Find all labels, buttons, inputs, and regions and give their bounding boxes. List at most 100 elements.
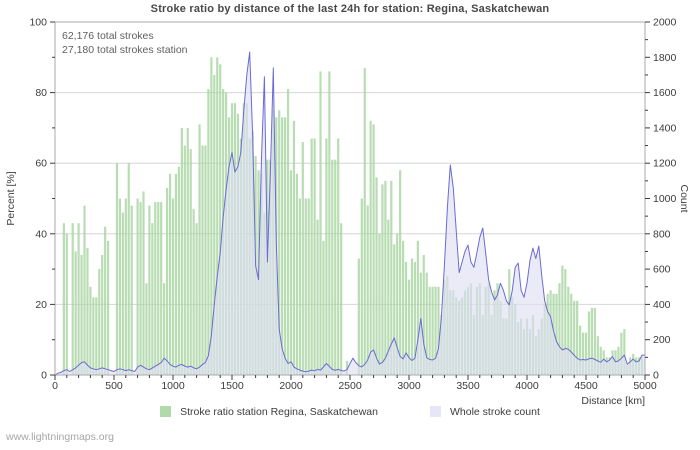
ratio-bar	[107, 240, 110, 375]
y-left-tick-label: 40	[35, 228, 47, 240]
legend: Stroke ratio station Regina, Saskatchewa…	[0, 406, 700, 418]
ratio-bar	[416, 240, 419, 375]
y-right-tick-label: 1000	[653, 193, 677, 205]
ratio-bar	[118, 198, 121, 375]
ratio-bar	[334, 159, 337, 375]
ratio-bar	[396, 233, 399, 375]
count-line	[54, 51, 645, 376]
y-left-axis-title: Percent [%]	[5, 171, 17, 225]
total-strokes-annotation: 62,176 total strokes 27,180 total stroke…	[62, 29, 188, 57]
ratio-bar	[192, 209, 195, 375]
ratio-bar	[387, 219, 390, 375]
ratio-bar	[422, 254, 425, 375]
ratio-bar	[289, 170, 293, 375]
ratio-bar	[216, 57, 219, 376]
x-tick-label: 5000	[633, 380, 657, 392]
x-tick-label: 2500	[338, 380, 362, 392]
ratio-bar	[366, 205, 369, 375]
site-watermark: www.lightningmaps.org	[6, 431, 114, 443]
legend-label-ratio: Stroke ratio station Regina, Saskatchewa…	[180, 406, 378, 418]
ratio-bar	[331, 159, 334, 375]
y-left-tick-label: 60	[35, 158, 47, 170]
ratio-bar	[298, 198, 301, 375]
ratio-bar	[80, 254, 83, 375]
ratio-bar	[86, 247, 89, 375]
ratio-bar	[124, 198, 127, 375]
ratio-bar	[174, 173, 178, 375]
x-tick-label: 500	[105, 380, 123, 392]
ratio-bar	[590, 307, 593, 375]
ratio-bar	[154, 202, 157, 375]
ratio-bar	[207, 89, 210, 375]
ratio-bar	[89, 286, 92, 375]
ratio-bar	[581, 332, 585, 375]
ratio-bar	[142, 191, 145, 375]
ratio-bar	[115, 163, 119, 375]
ratio-bar	[434, 286, 437, 375]
ratio-bar	[139, 202, 142, 375]
ratio-bar	[180, 127, 183, 376]
y-left-tick-label: 20	[35, 299, 47, 311]
ratio-bar	[160, 202, 163, 375]
ratio-bar	[130, 205, 133, 375]
ratio-bar	[378, 233, 381, 375]
ratio-bar	[313, 138, 316, 375]
ratio-bar	[576, 300, 579, 375]
x-tick-label: 4500	[574, 380, 598, 392]
ratio-bar	[286, 89, 290, 375]
y-right-tick-label: 600	[653, 264, 671, 276]
ratio-bar	[390, 180, 393, 375]
x-tick-label: 3500	[456, 380, 480, 392]
ratio-bar	[307, 198, 310, 375]
ratio-bar	[316, 219, 319, 375]
ratio-bar	[177, 166, 180, 375]
y-left-tick-label: 0	[41, 370, 47, 382]
ratio-bar	[325, 138, 328, 375]
x-tick-label: 0	[52, 380, 58, 392]
ratio-bar	[281, 117, 284, 375]
chart-title: Stroke ratio by distance of the last 24h…	[150, 3, 550, 15]
ratio-bar	[360, 198, 363, 375]
ratio-bar	[74, 251, 77, 375]
ratio-bar	[428, 286, 431, 375]
ratio-bar	[573, 300, 576, 375]
x-tick-label: 4000	[515, 380, 539, 392]
ratio-bar	[357, 258, 360, 375]
x-tick-label: 1500	[220, 380, 244, 392]
ratio-bar	[104, 226, 107, 375]
ratio-bar	[71, 223, 74, 375]
x-tick-label: 1000	[161, 380, 185, 392]
ratio-bar	[561, 265, 564, 375]
ratio-bar	[189, 149, 192, 375]
legend-item-count: Whole stroke count	[429, 406, 540, 418]
total-strokes-line: 62,176 total strokes	[62, 30, 154, 42]
ratio-bar	[372, 124, 375, 376]
ratio-bar	[198, 124, 201, 376]
legend-label-count: Whole stroke count	[449, 406, 540, 418]
y-right-tick-label: 200	[653, 334, 671, 346]
ratio-bar	[83, 205, 86, 375]
y-right-tick-label: 1800	[653, 52, 677, 64]
y-right-tick-label: 1200	[653, 158, 677, 170]
ratio-bar	[151, 223, 154, 375]
ratio-bar	[384, 180, 387, 375]
ratio-bar	[425, 272, 428, 375]
legend-swatch-ratio-icon	[160, 406, 172, 417]
total-strokes-station-line: 27,180 total strokes station	[62, 44, 188, 56]
ratio-bar	[623, 329, 626, 375]
y-right-tick-label: 1400	[653, 122, 677, 134]
ratio-bar	[410, 258, 414, 375]
ratio-bar	[148, 205, 151, 375]
x-tick-label: 2000	[279, 380, 303, 392]
ratio-bar	[570, 293, 573, 375]
ratio-bar	[375, 177, 378, 375]
ratio-bar	[168, 173, 172, 375]
y-right-axis-title: Count	[678, 184, 690, 212]
ratio-bar	[62, 223, 65, 375]
ratio-bar	[292, 120, 296, 375]
ratio-bar	[564, 269, 567, 375]
ratio-bar	[407, 279, 411, 375]
